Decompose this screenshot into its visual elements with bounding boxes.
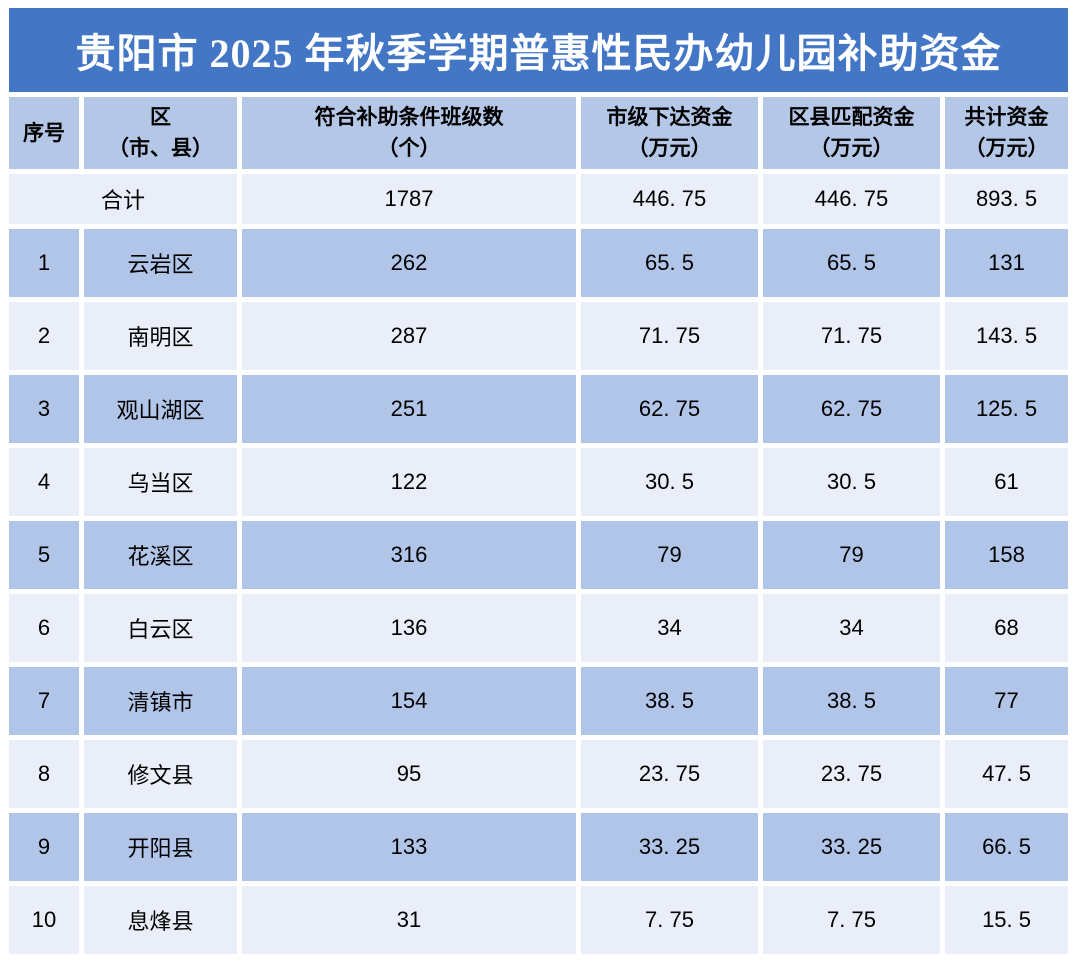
cell-municipal: 33. 25: [581, 813, 758, 881]
cell-no: 9: [9, 813, 79, 881]
cell-total: 143. 5: [945, 302, 1069, 370]
column-header-unit: （万元）: [809, 137, 894, 160]
cell-municipal: 38. 5: [581, 667, 758, 735]
total-row: 合计 1787 446. 75 446. 75 893. 5: [9, 174, 1069, 224]
column-header-municipal-funds: 市级下达资金 （万元）: [581, 97, 758, 169]
cell-no: 4: [9, 448, 79, 516]
cell-region: 花溪区: [84, 521, 237, 589]
cell-total: 131: [945, 229, 1069, 297]
cell-classes: 287: [242, 302, 576, 370]
cell-no: 10: [9, 886, 79, 954]
cell-municipal: 7. 75: [581, 886, 758, 954]
cell-classes: 262: [242, 229, 576, 297]
cell-total: 61: [945, 448, 1069, 516]
cell-classes: 251: [242, 375, 576, 443]
cell-county-match: 65. 5: [763, 229, 940, 297]
table-row: 7 清镇市 154 38. 5 38. 5 77: [9, 667, 1069, 735]
column-header-unit: （市、县）: [108, 137, 213, 160]
column-header-label: 市级下达资金: [606, 106, 733, 129]
cell-county-match: 7. 75: [763, 886, 940, 954]
cell-region: 开阳县: [84, 813, 237, 881]
column-header-label: 区县匹配资金: [788, 106, 915, 129]
cell-region: 南明区: [84, 302, 237, 370]
cell-municipal: 34: [581, 594, 758, 662]
cell-municipal: 30. 5: [581, 448, 758, 516]
column-header-no: 序号: [9, 97, 79, 169]
table-row: 10 息烽县 31 7. 75 7. 75 15. 5: [9, 886, 1069, 954]
column-header-county-match-funds: 区县匹配资金 （万元）: [763, 97, 940, 169]
cell-no: 2: [9, 302, 79, 370]
cell-municipal: 446. 75: [581, 174, 758, 224]
cell-region: 白云区: [84, 594, 237, 662]
cell-municipal: 23. 75: [581, 740, 758, 808]
table-row: 9 开阳县 133 33. 25 33. 25 66. 5: [9, 813, 1069, 881]
cell-classes: 133: [242, 813, 576, 881]
cell-classes: 316: [242, 521, 576, 589]
cell-classes: 154: [242, 667, 576, 735]
table-row: 3 观山湖区 251 62. 75 62. 75 125. 5: [9, 375, 1069, 443]
cell-total: 77: [945, 667, 1069, 735]
cell-no: 1: [9, 229, 79, 297]
cell-county-match: 23. 75: [763, 740, 940, 808]
cell-total: 68: [945, 594, 1069, 662]
column-header-label: 序号: [23, 121, 65, 145]
cell-classes: 136: [242, 594, 576, 662]
column-header-label: 符合补助条件班级数: [314, 106, 504, 129]
column-header-region: 区 （市、县）: [84, 97, 237, 169]
subsidy-table: 贵阳市 2025 年秋季学期普惠性民办幼儿园补助资金 序号 区 （市、县） 符合…: [4, 3, 1073, 959]
cell-total: 15. 5: [945, 886, 1069, 954]
table-header-row: 序号 区 （市、县） 符合补助条件班级数 （个） 市级下达资金 （万元） 区县匹…: [9, 97, 1069, 169]
cell-county-match: 38. 5: [763, 667, 940, 735]
page-title: 贵阳市 2025 年秋季学期普惠性民办幼儿园补助资金: [9, 8, 1069, 92]
cell-region: 乌当区: [84, 448, 237, 516]
cell-county-match: 33. 25: [763, 813, 940, 881]
table-row: 4 乌当区 122 30. 5 30. 5 61: [9, 448, 1069, 516]
cell-region: 云岩区: [84, 229, 237, 297]
cell-classes: 31: [242, 886, 576, 954]
cell-classes: 122: [242, 448, 576, 516]
cell-county-match: 30. 5: [763, 448, 940, 516]
cell-region: 观山湖区: [84, 375, 237, 443]
cell-total-label: 合计: [9, 174, 237, 224]
table-row: 6 白云区 136 34 34 68: [9, 594, 1069, 662]
table-row: 1 云岩区 262 65. 5 65. 5 131: [9, 229, 1069, 297]
table-row: 2 南明区 287 71. 75 71. 75 143. 5: [9, 302, 1069, 370]
column-header-total-funds: 共计资金 （万元）: [945, 97, 1069, 169]
cell-no: 6: [9, 594, 79, 662]
cell-region: 修文县: [84, 740, 237, 808]
cell-region: 息烽县: [84, 886, 237, 954]
cell-total: 893. 5: [945, 174, 1069, 224]
column-header-label: 区: [150, 106, 171, 129]
cell-county-match: 34: [763, 594, 940, 662]
cell-total: 158: [945, 521, 1069, 589]
table-row: 8 修文县 95 23. 75 23. 75 47. 5: [9, 740, 1069, 808]
cell-total: 47. 5: [945, 740, 1069, 808]
cell-county-match: 446. 75: [763, 174, 940, 224]
cell-no: 8: [9, 740, 79, 808]
table-row: 5 花溪区 316 79 79 158: [9, 521, 1069, 589]
column-header-unit: （万元）: [627, 137, 712, 160]
cell-no: 3: [9, 375, 79, 443]
column-header-unit: （万元）: [964, 137, 1049, 160]
cell-region: 清镇市: [84, 667, 237, 735]
title-row: 贵阳市 2025 年秋季学期普惠性民办幼儿园补助资金: [9, 8, 1069, 92]
cell-total: 66. 5: [945, 813, 1069, 881]
cell-municipal: 65. 5: [581, 229, 758, 297]
cell-county-match: 79: [763, 521, 940, 589]
cell-county-match: 71. 75: [763, 302, 940, 370]
cell-municipal: 62. 75: [581, 375, 758, 443]
cell-no: 5: [9, 521, 79, 589]
cell-county-match: 62. 75: [763, 375, 940, 443]
cell-municipal: 71. 75: [581, 302, 758, 370]
cell-total: 125. 5: [945, 375, 1069, 443]
cell-no: 7: [9, 667, 79, 735]
column-header-unit: （个）: [377, 137, 441, 160]
column-header-label: 共计资金: [964, 106, 1049, 129]
cell-municipal: 79: [581, 521, 758, 589]
column-header-classes: 符合补助条件班级数 （个）: [242, 97, 576, 169]
cell-classes: 95: [242, 740, 576, 808]
cell-classes: 1787: [242, 174, 576, 224]
